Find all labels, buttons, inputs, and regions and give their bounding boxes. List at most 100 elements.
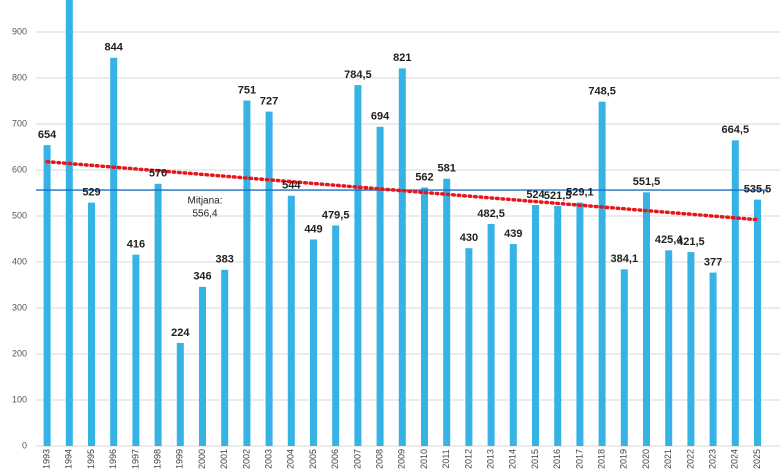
bar — [509, 244, 517, 446]
x-tick-label: 2015 — [530, 449, 540, 469]
bar — [287, 195, 295, 446]
y-tick-label: 700 — [12, 118, 27, 128]
mean-label: Mitjana: — [187, 196, 222, 207]
x-tick-label: 2009 — [397, 449, 407, 469]
data-label: 529,1 — [566, 187, 594, 199]
x-tick-label: 2020 — [641, 449, 651, 469]
data-label: 535,5 — [744, 184, 772, 196]
x-tick-label: 2012 — [463, 449, 473, 469]
y-tick-label: 200 — [12, 348, 27, 358]
bar — [65, 0, 73, 447]
data-label: 224 — [171, 327, 190, 339]
data-label: 439 — [504, 228, 522, 240]
bar — [176, 342, 184, 446]
bar — [221, 269, 229, 446]
bar — [532, 204, 539, 446]
x-tick-label: 2005 — [308, 449, 318, 469]
x-tick-label: 2001 — [219, 449, 229, 469]
x-tick-label: 2008 — [374, 449, 384, 469]
x-tick-label: 2011 — [441, 449, 451, 468]
data-label: 449 — [304, 223, 322, 235]
bar — [199, 286, 206, 446]
data-label: 727 — [260, 95, 278, 107]
data-label: 694 — [371, 111, 390, 123]
x-tick-label: 2023 — [707, 449, 717, 469]
y-tick-label: 900 — [12, 26, 27, 36]
bar — [88, 202, 95, 446]
data-label: 377 — [704, 256, 722, 268]
data-label: 524 — [526, 189, 545, 201]
bar — [376, 126, 384, 446]
data-label: 521,5 — [544, 190, 572, 202]
data-label: 570 — [149, 168, 167, 180]
bar — [598, 101, 606, 446]
x-tick-label: 2014 — [508, 449, 518, 469]
x-tick-label: 2000 — [197, 449, 207, 469]
x-tick-label: 2022 — [685, 449, 695, 469]
bar — [421, 187, 428, 447]
x-tick-label: 2013 — [485, 449, 495, 469]
data-label: 821 — [393, 52, 411, 64]
bar — [332, 225, 340, 446]
bar — [465, 248, 473, 446]
y-tick-label: 500 — [12, 210, 27, 220]
data-label: 384,1 — [611, 253, 639, 265]
data-label: 664,5 — [722, 124, 750, 136]
x-tick-label: 1998 — [152, 449, 162, 469]
x-tick-label: 2019 — [619, 449, 629, 469]
data-label: 551,5 — [633, 176, 661, 188]
bar — [354, 85, 362, 446]
bar — [754, 199, 761, 446]
bar — [643, 192, 650, 446]
y-tick-label: 100 — [12, 394, 27, 404]
x-tick-label: 2004 — [286, 449, 296, 469]
data-label: 479,5 — [322, 209, 350, 221]
x-tick-label: 1994 — [64, 449, 74, 469]
y-tick-label: 0 — [22, 440, 27, 450]
data-label: 421,5 — [677, 236, 705, 248]
bar — [687, 252, 695, 446]
x-tick-label: 2006 — [330, 449, 340, 469]
y-tick-label: 800 — [12, 72, 27, 82]
x-tick-label: 1993 — [41, 449, 51, 469]
bar — [132, 254, 140, 446]
x-tick-label: 2010 — [419, 449, 429, 469]
data-label: 748,5 — [588, 86, 616, 98]
x-tick-label: 1999 — [175, 449, 185, 469]
y-tick-label: 300 — [12, 302, 27, 312]
bar — [709, 272, 717, 446]
data-label: 482,5 — [477, 208, 505, 220]
data-label: 581 — [438, 163, 456, 175]
data-label: 383 — [216, 254, 234, 266]
data-label: 416 — [127, 239, 145, 251]
bar — [110, 57, 118, 446]
x-tick-label: 2003 — [263, 449, 273, 469]
data-label: 784,5 — [344, 69, 372, 81]
bar — [443, 178, 451, 447]
bar — [731, 140, 739, 446]
data-label: 562 — [415, 171, 433, 183]
bar — [620, 269, 628, 446]
data-label: 430 — [460, 232, 478, 244]
data-label: 844 — [105, 42, 124, 54]
x-tick-label: 2021 — [663, 449, 673, 469]
bar — [243, 100, 251, 446]
x-tick-label: 2024 — [730, 449, 740, 469]
x-tick-label: 2007 — [352, 449, 362, 469]
x-tick-label: 1996 — [108, 449, 118, 469]
x-tick-label: 2018 — [596, 449, 606, 469]
data-label: 544 — [282, 180, 301, 192]
bar — [554, 206, 562, 446]
bar — [43, 145, 51, 446]
data-label: 346 — [193, 271, 211, 283]
x-tick-label: 1995 — [86, 449, 96, 469]
trend-line — [45, 159, 760, 222]
y-tick-label: 600 — [12, 164, 27, 174]
y-tick-label: 400 — [12, 256, 27, 266]
data-label: 751 — [238, 84, 256, 96]
data-label: 654 — [38, 129, 57, 141]
data-label: 529 — [82, 187, 100, 199]
x-tick-label: 2002 — [241, 449, 251, 469]
bar — [398, 68, 406, 446]
bar — [265, 111, 273, 446]
